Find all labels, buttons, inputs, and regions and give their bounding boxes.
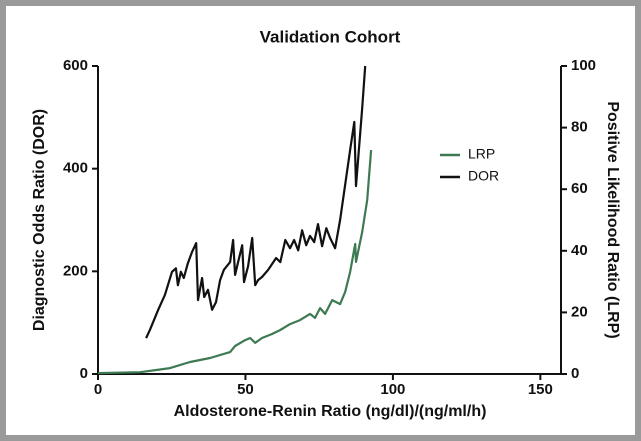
x-tick-label: 150 bbox=[528, 381, 553, 398]
x-tick-label: 50 bbox=[237, 381, 254, 398]
y-axis-label: Diagnostic Odds Ratio (DOR) bbox=[31, 109, 48, 331]
y-tick-label: 0 bbox=[80, 365, 88, 382]
y2-tick-label: 60 bbox=[571, 180, 588, 197]
series-line bbox=[145, 65, 367, 339]
x-axis-label: Aldosterone-Renin Ratio (ng/dl)/(ng/ml/h… bbox=[174, 403, 487, 420]
y2-axis-label: Positive Likelihood Ratio (LRP) bbox=[604, 101, 621, 338]
chart-background bbox=[6, 6, 635, 435]
y2-tick-label: 0 bbox=[571, 365, 579, 382]
y2-tick-label: 100 bbox=[571, 57, 596, 74]
y2-tick-label: 40 bbox=[571, 242, 588, 259]
series-line bbox=[97, 150, 373, 375]
y-tick-label: 200 bbox=[63, 262, 88, 279]
x-tick-label: 100 bbox=[380, 381, 405, 398]
legend-label: LRP bbox=[468, 146, 495, 162]
y-tick-label: 600 bbox=[63, 57, 88, 74]
x-tick-label: 0 bbox=[94, 381, 102, 398]
legend-label: DOR bbox=[468, 168, 499, 184]
y2-tick-label: 80 bbox=[571, 119, 588, 136]
y2-tick-label: 20 bbox=[571, 303, 588, 320]
chart-title: Validation Cohort bbox=[260, 27, 401, 46]
y-tick-label: 400 bbox=[63, 160, 88, 177]
